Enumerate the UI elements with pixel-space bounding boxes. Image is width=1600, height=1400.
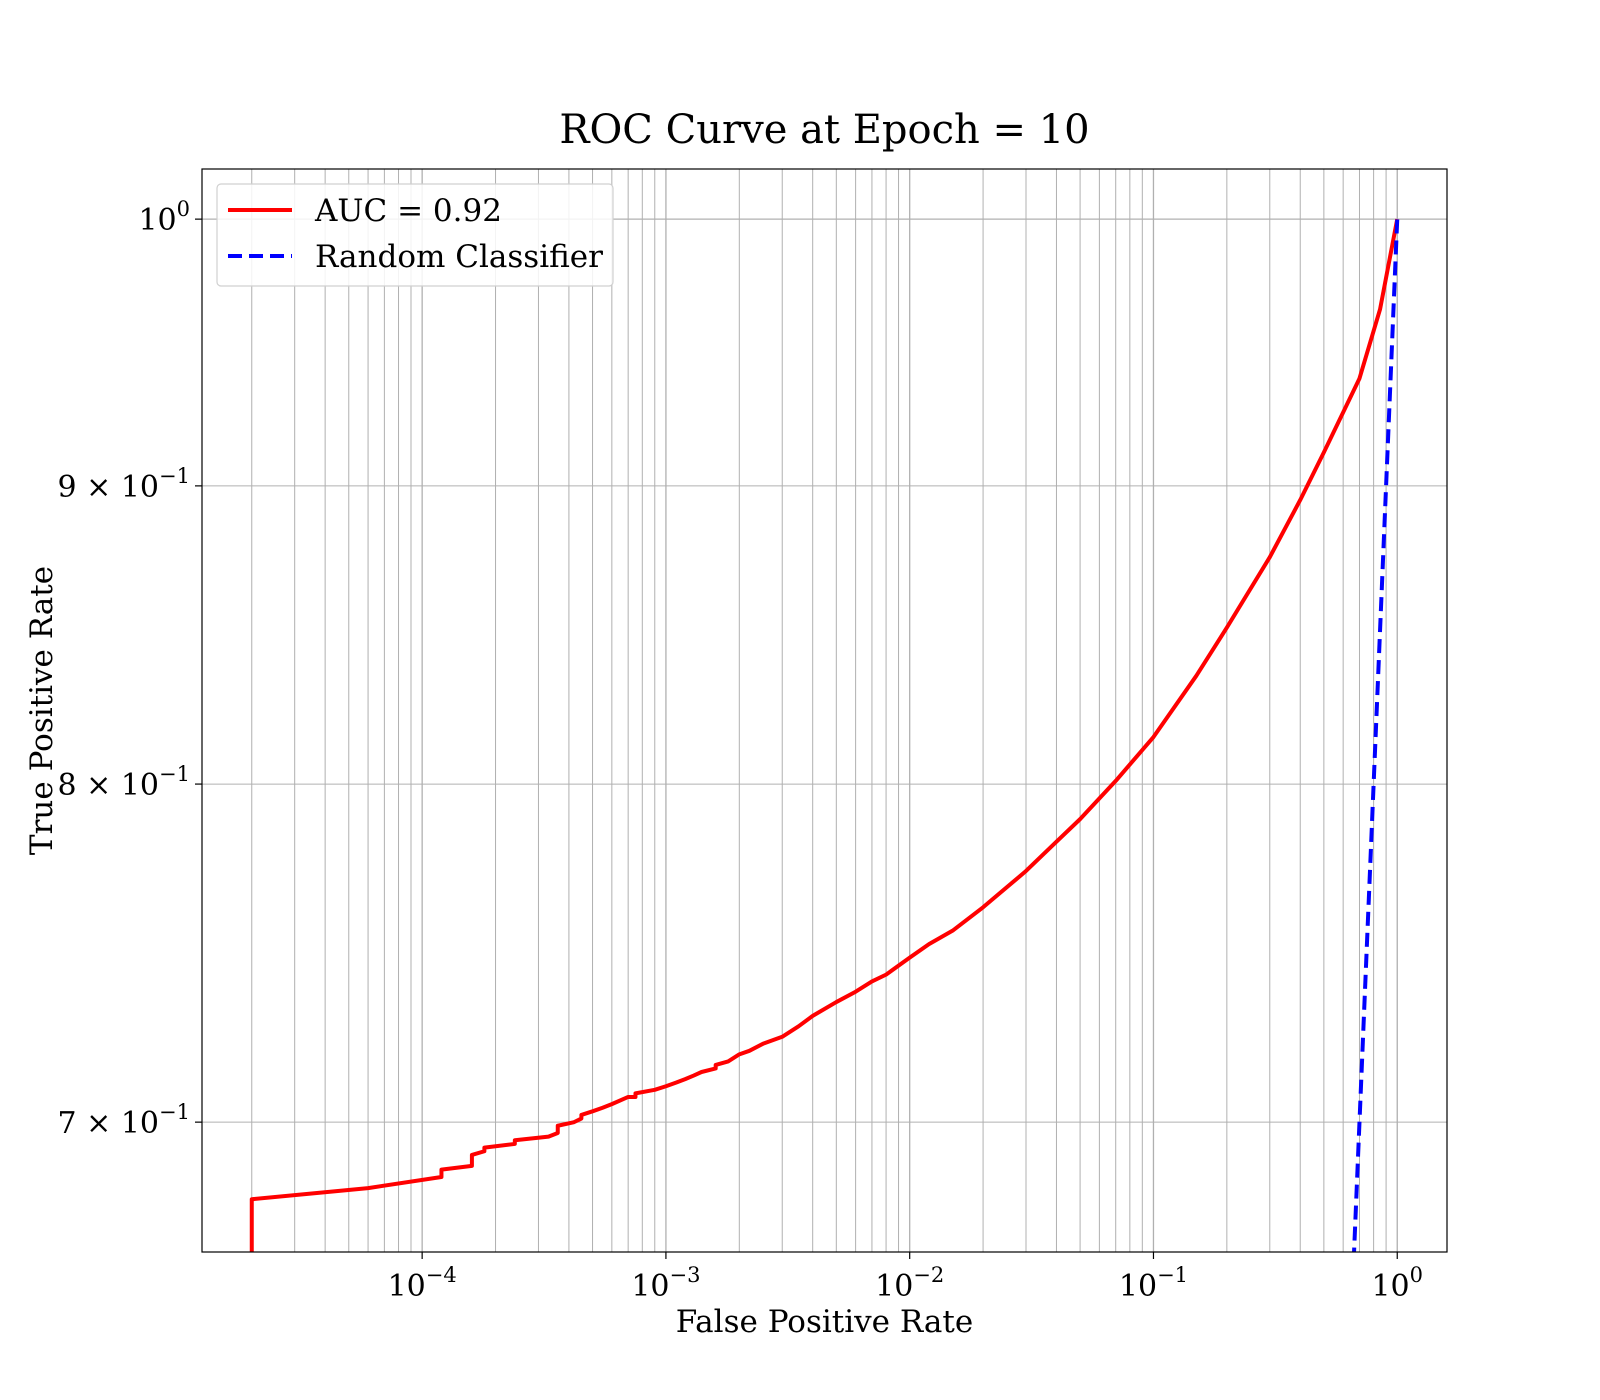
y-tick-label-base: 10 <box>138 203 176 238</box>
plot-frame <box>201 168 1448 1253</box>
x-axis-label: False Positive Rate <box>676 1304 973 1340</box>
x-tick-label: 10−1 <box>1119 1263 1188 1304</box>
x-tick-label-base: 10 <box>1119 1269 1157 1304</box>
x-tick-label-exponent: −1 <box>1157 1263 1188 1287</box>
series-group <box>249 218 1400 1252</box>
series-line-0 <box>249 218 1400 1252</box>
chart-title: ROC Curve at Epoch = 10 <box>559 107 1089 153</box>
y-tick-label: 9 × 10−1 <box>58 464 190 505</box>
x-tick-label-exponent: −4 <box>426 1263 457 1287</box>
x-tick-label-base: 10 <box>875 1269 913 1304</box>
x-tick-label-exponent: 0 <box>1410 1263 1423 1287</box>
y-tick-label: 8 × 10−1 <box>58 762 190 803</box>
y-tick-label-base: 7 × 10 <box>58 1106 159 1141</box>
y-tick-label-exponent: −1 <box>159 1100 190 1124</box>
y-tick-label-exponent: 0 <box>177 197 190 221</box>
series-line-1 <box>1352 219 1400 1252</box>
y-tick-label-base: 9 × 10 <box>58 470 159 505</box>
x-tick-label-exponent: −2 <box>913 1263 944 1287</box>
y-tick-label-exponent: −1 <box>159 464 190 488</box>
x-tick-label: 100 <box>1371 1263 1423 1304</box>
legend-box <box>216 183 614 287</box>
legend-label-auc: AUC = 0.92 <box>314 193 502 229</box>
x-tick-label-base: 10 <box>1371 1269 1409 1304</box>
x-tick-label: 10−4 <box>388 1263 457 1304</box>
y-axis-label: True Positive Rate <box>24 566 60 855</box>
y-tick-label: 7 × 10−1 <box>58 1100 190 1141</box>
x-tick-label: 10−3 <box>631 1263 700 1304</box>
legend: AUC = 0.92 Random Classifier <box>216 183 614 287</box>
x-tick-label-exponent: −3 <box>670 1263 701 1287</box>
x-tick-label-base: 10 <box>631 1269 669 1304</box>
x-tick-label: 10−2 <box>875 1263 944 1304</box>
y-tick-label-base: 8 × 10 <box>58 768 159 803</box>
x-tick-label-base: 10 <box>388 1269 426 1304</box>
y-tick-label: 100 <box>138 197 190 238</box>
y-tick-label-exponent: −1 <box>159 762 190 786</box>
grid-lines <box>202 169 1447 1252</box>
legend-label-random: Random Classifier <box>315 239 603 275</box>
